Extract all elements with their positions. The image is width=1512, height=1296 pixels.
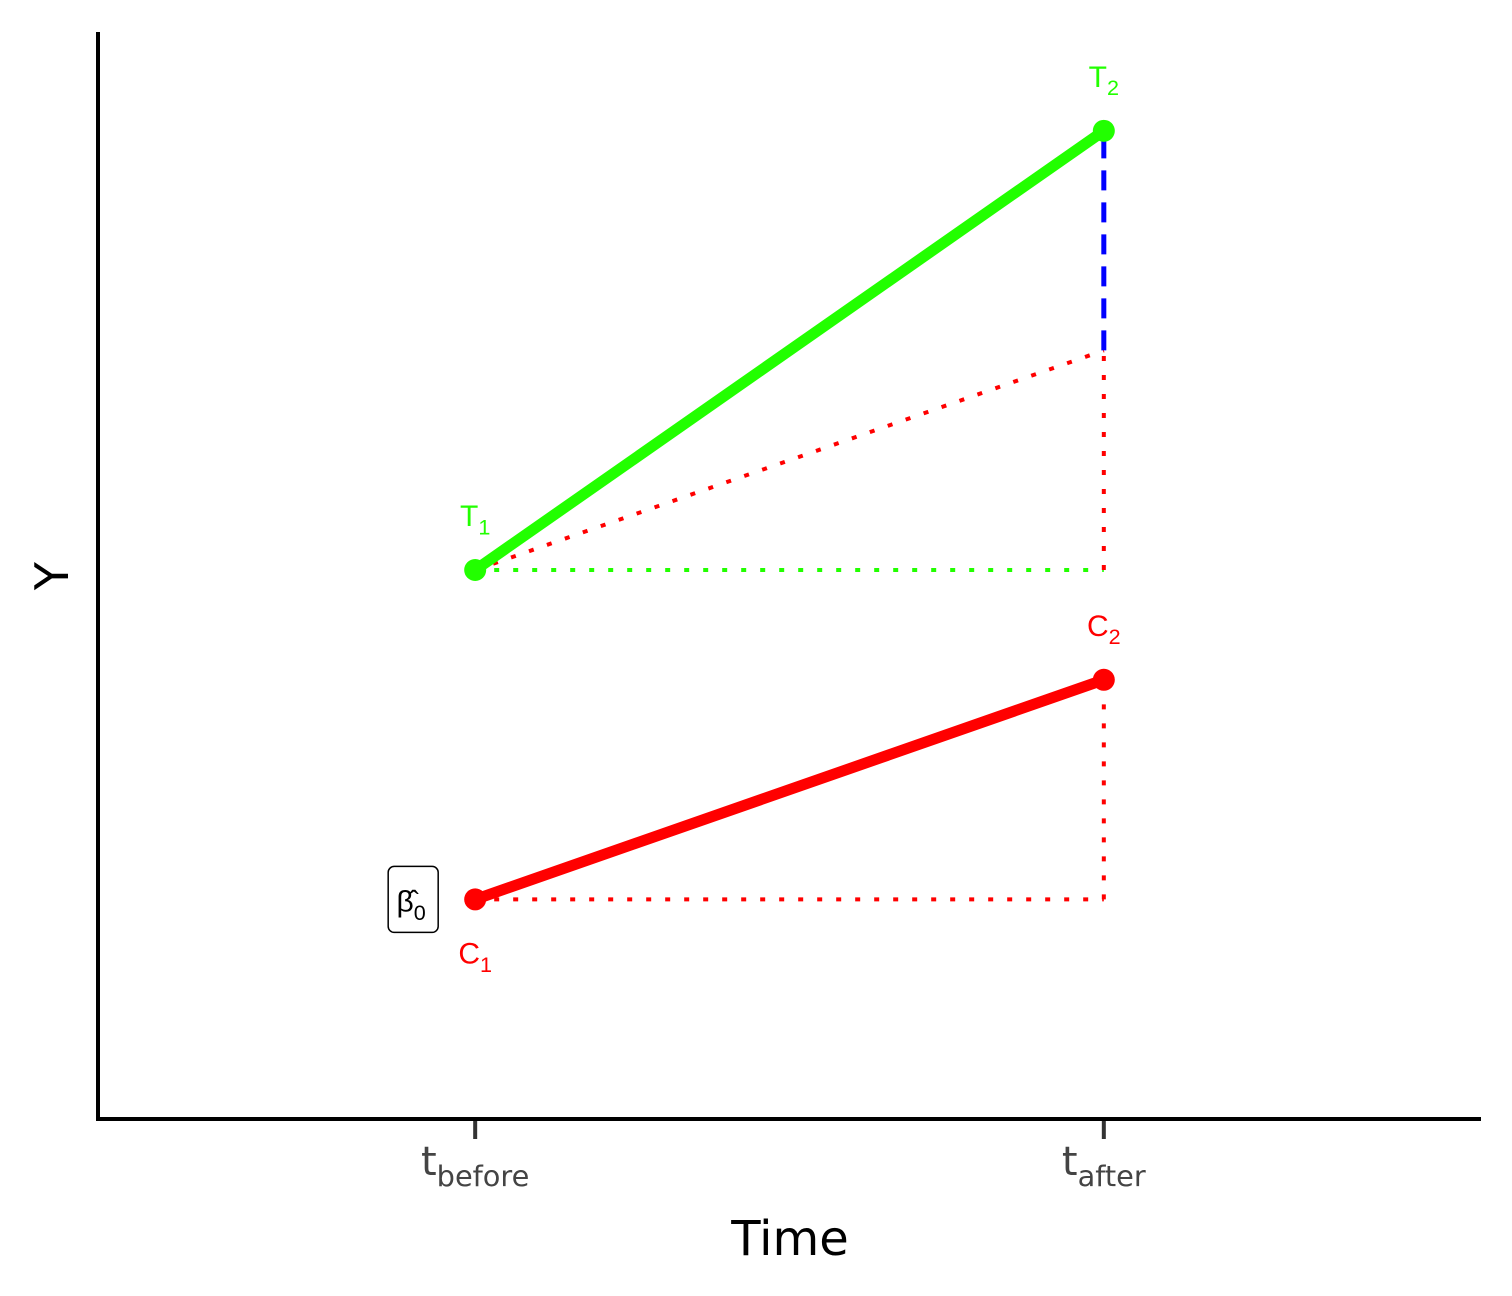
point-labels: T1 T2 C1 C2	[458, 61, 1120, 977]
point-label: C2	[1087, 610, 1121, 649]
point-label: T2	[1089, 61, 1119, 100]
data-point	[464, 888, 487, 911]
annotation-box	[387, 865, 439, 934]
point-label: T1	[460, 500, 490, 539]
guide-lines	[474, 130, 1107, 902]
data-points	[464, 119, 1115, 911]
x-tick-label: tbefore	[421, 1139, 529, 1193]
x-ticks: tbefore tafter	[421, 1121, 1146, 1193]
point-label: C1	[458, 937, 492, 976]
x-tick-label: tafter	[1062, 1139, 1146, 1193]
x-axis-title: Time	[730, 1211, 848, 1267]
data-point	[1092, 668, 1115, 691]
series-line	[469, 674, 1110, 905]
series-lines	[469, 125, 1110, 905]
dotted-guide-line	[474, 348, 1105, 572]
beta-annotation: β̂0	[387, 865, 439, 934]
annotation-label: β̂0	[397, 885, 426, 924]
data-point	[464, 559, 487, 582]
data-point	[1092, 119, 1115, 142]
y-axis-title: Y	[25, 561, 79, 591]
series-line	[469, 125, 1110, 576]
